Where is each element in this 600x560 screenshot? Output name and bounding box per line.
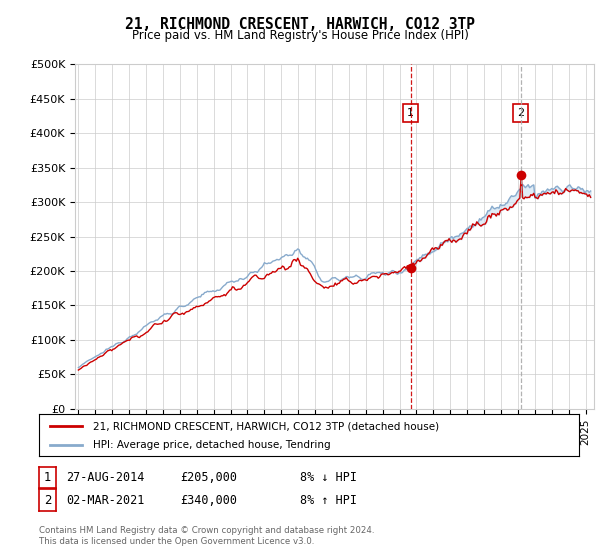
Text: 2: 2 [517,108,524,118]
Text: 2: 2 [44,493,51,507]
Text: Contains HM Land Registry data © Crown copyright and database right 2024.
This d: Contains HM Land Registry data © Crown c… [39,526,374,546]
Text: Price paid vs. HM Land Registry's House Price Index (HPI): Price paid vs. HM Land Registry's House … [131,29,469,42]
Text: 21, RICHMOND CRESCENT, HARWICH, CO12 3TP: 21, RICHMOND CRESCENT, HARWICH, CO12 3TP [125,17,475,32]
Text: 8% ↑ HPI: 8% ↑ HPI [300,493,357,507]
Text: 1: 1 [407,108,414,118]
Text: 02-MAR-2021: 02-MAR-2021 [66,493,145,507]
Text: £340,000: £340,000 [180,493,237,507]
Text: HPI: Average price, detached house, Tendring: HPI: Average price, detached house, Tend… [93,440,331,450]
Text: 1: 1 [44,471,51,484]
Text: £205,000: £205,000 [180,471,237,484]
Text: 21, RICHMOND CRESCENT, HARWICH, CO12 3TP (detached house): 21, RICHMOND CRESCENT, HARWICH, CO12 3TP… [93,421,439,431]
Text: 27-AUG-2014: 27-AUG-2014 [66,471,145,484]
Text: 8% ↓ HPI: 8% ↓ HPI [300,471,357,484]
